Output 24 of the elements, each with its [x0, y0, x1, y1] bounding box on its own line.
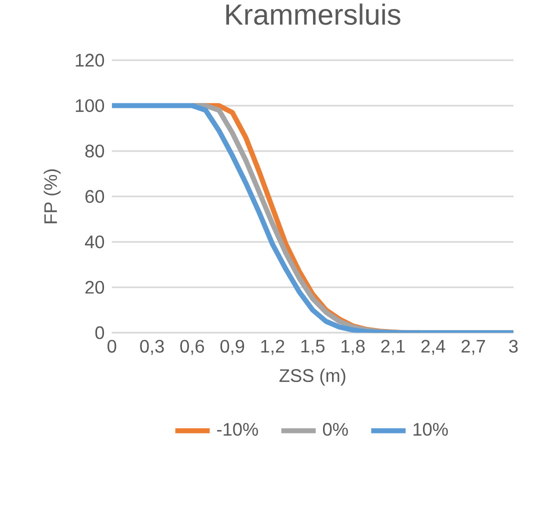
y-tick-label: 40	[84, 236, 104, 249]
y-tick-label: 0	[95, 326, 104, 340]
legend-label: 10%	[414, 423, 448, 436]
chart-title: Krammersluis	[226, 4, 400, 26]
y-tick-label: 100	[76, 99, 104, 112]
x-tick-label: 1,8	[342, 340, 365, 356]
y-axis-title: FP (%)	[44, 170, 61, 224]
legend-label: -10%	[217, 423, 258, 436]
legend-label: 0%	[322, 423, 348, 436]
x-tick-label: 0	[108, 340, 116, 353]
x-tick-label: 1,2	[261, 340, 284, 356]
y-tick-label: 120	[76, 54, 104, 67]
y-tick-label: 20	[85, 281, 104, 294]
x-tick-label: 3	[509, 340, 518, 353]
x-tick-label: 0,3	[140, 340, 164, 356]
x-tick-label: 2,7	[462, 340, 485, 356]
x-tick-label: 2,4	[421, 340, 446, 356]
x-tick-label: 0,6	[180, 340, 204, 356]
x-tick-label: 0,9	[220, 340, 244, 356]
y-tick-label: 60	[85, 190, 104, 204]
x-axis-title: ZSS (m)	[279, 368, 346, 386]
x-tick-label: 2,1	[381, 340, 405, 356]
x-tick-label: 1,5	[301, 340, 325, 355]
y-tick-label: 80	[85, 144, 104, 158]
